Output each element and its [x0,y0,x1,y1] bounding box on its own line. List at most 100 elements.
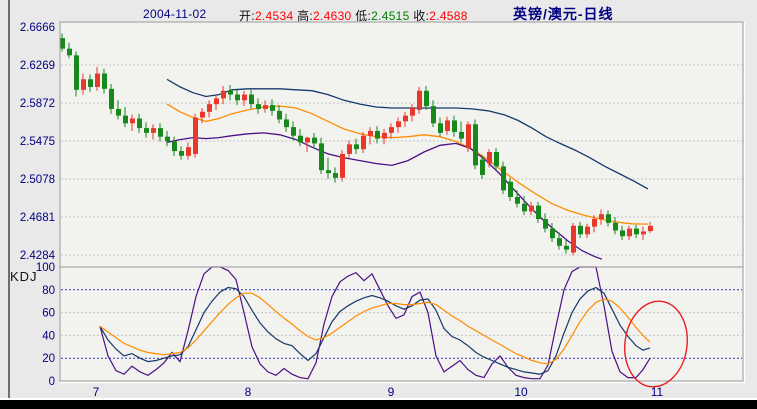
candle [221,90,226,99]
candle [389,127,394,133]
candle [151,128,156,133]
candle [319,143,324,171]
candle [641,231,646,235]
candle [200,111,205,118]
candle [522,203,527,212]
candle [326,170,331,174]
candle [312,137,317,144]
candle [249,94,254,105]
kdj-tick-label: 100 [36,262,55,274]
candle [207,104,212,112]
candle [515,196,520,204]
price-tick-label: 2.5872 [20,98,55,110]
candle [543,219,548,229]
candle [109,88,114,109]
candle [242,94,247,101]
price-tick-label: 2.6269 [20,60,55,72]
candle [60,38,65,49]
candle [480,159,485,175]
candle [508,181,513,197]
candle [403,115,408,122]
candle [585,226,590,235]
month-tick-label: 7 [93,385,100,399]
candle [123,115,128,124]
high-value: 2.4630 [313,9,352,23]
month-tick-label: 11 [651,385,664,399]
candle [613,222,618,231]
candles [60,33,653,256]
header-date: 2004-11-02 [143,7,207,21]
candle [179,151,184,156]
low-value: 2.4515 [371,9,410,23]
candle [571,225,576,253]
kdj-tick-label: 60 [42,308,55,320]
candle [144,128,149,133]
month-tick-label: 9 [388,385,395,399]
annotation-ellipse [624,300,688,388]
candle [396,121,401,128]
candle [459,131,464,139]
candle [410,107,415,116]
candle [424,90,429,107]
x-axis-labels: 7 8 9 10 11 [93,385,664,399]
candle [452,120,457,132]
price-grid: 2.6666 2.6269 2.5872 2.5475 2.5078 2.4681 2.42… [20,22,742,262]
high-label: 高: [297,9,314,23]
candle [592,219,597,227]
candle [298,135,303,143]
candle [431,106,436,124]
candle [599,214,604,220]
candle [214,98,219,105]
price-tick-label: 2.4681 [20,212,55,224]
candle [466,124,471,149]
candle [375,130,380,139]
candle [256,104,261,109]
candle [620,230,625,237]
candle [473,124,478,166]
candle [634,228,639,235]
candle [648,225,653,232]
month-tick-label: 8 [245,385,252,399]
candle [235,94,240,101]
candle [88,79,93,87]
candle [165,136,170,142]
kdj-tick-label: 40 [42,330,55,342]
candle [340,153,345,178]
ohlc-readout: 开:2.4534 高:2.4630 低:2.4515 收:2.4588 [239,7,468,24]
candle [193,117,198,154]
candle [564,245,569,250]
candle [382,132,387,139]
j-line [99,266,651,380]
candle [116,108,121,116]
close-value: 2.4588 [429,9,468,23]
candle [172,141,177,152]
candle [438,123,443,133]
candle [305,137,310,143]
candle [130,118,135,124]
candle [529,205,534,212]
candle [102,73,107,89]
candle [417,90,422,110]
kdj-grid: 100 80 60 40 20 0 [36,262,742,388]
plot-border [59,21,744,382]
open-value: 2.4534 [254,9,294,23]
chart-title: 英镑/澳元-日线 [513,6,614,22]
candle [354,144,359,150]
candle [550,228,555,239]
candle [333,173,338,178]
close-label: 收: [413,9,430,23]
candle [347,144,352,154]
band-up [166,78,649,190]
candle [536,205,541,220]
candle [445,120,450,131]
candle [284,119,289,128]
kdj-tick-label: 20 [42,353,55,365]
price-tick-label: 2.4284 [20,250,56,262]
candle [270,105,275,111]
candle [361,135,366,150]
price-tick-label: 2.5078 [20,174,55,186]
band-mid [166,103,649,225]
price-tick-label: 2.5475 [20,136,55,148]
